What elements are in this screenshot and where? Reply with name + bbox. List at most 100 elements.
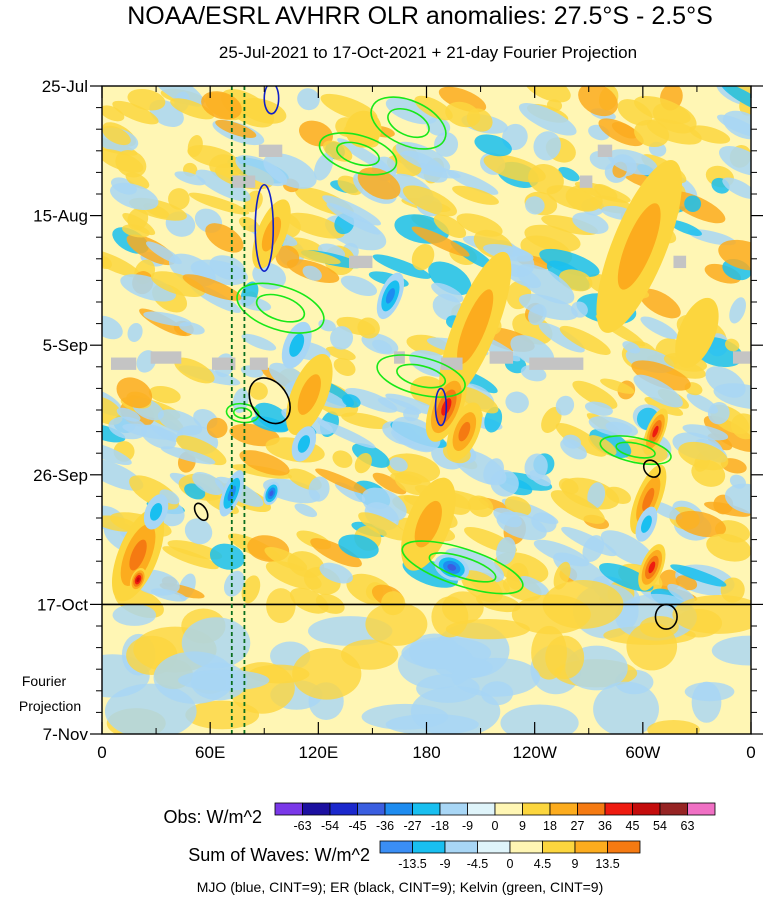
projection-streak [266, 588, 296, 624]
anomaly-streak [174, 357, 215, 384]
anomaly-streak [332, 450, 353, 468]
anomaly-streak [438, 86, 487, 113]
anomaly-streak [705, 366, 746, 398]
projection-streak [385, 714, 479, 734]
anomaly-streak [168, 188, 190, 210]
anomaly-patch [129, 539, 147, 571]
projection-streak [626, 622, 678, 671]
colorbar-swatch [384, 802, 413, 816]
anomaly-streak [704, 501, 751, 517]
chart-title: NOAA/ESRL AVHRR OLR anomalies: 27.5°S - … [127, 2, 713, 30]
colorbar-tick-label: 18 [543, 819, 557, 833]
anomaly-streak [605, 421, 633, 435]
anomaly-streak [325, 346, 356, 361]
x-tick-label: 120W [512, 743, 556, 762]
colorbar-swatch [659, 802, 688, 816]
y-tick-label: 5-Sep [43, 336, 88, 355]
anomaly-streak [607, 149, 658, 176]
missing-data-box [211, 357, 236, 370]
anomaly-streak [598, 118, 644, 147]
anomaly-streak [176, 435, 227, 466]
anomaly-patch [136, 577, 140, 583]
anomaly-patch [297, 435, 311, 453]
colorbar-tick-label: -54 [321, 819, 339, 833]
anomaly-streak [539, 248, 600, 277]
colorbar-swatch [439, 802, 468, 816]
anomaly-streak [102, 255, 112, 270]
anomaly-streak [297, 88, 320, 111]
projection-streak [112, 604, 157, 626]
y-tick-label: 15-Aug [33, 207, 88, 226]
anomaly-streak [434, 132, 459, 157]
anomaly-streak [110, 182, 159, 211]
colorbar-swatch [477, 840, 511, 854]
anomaly-streak [372, 339, 393, 354]
colorbar-swatch [412, 802, 441, 816]
anomaly-patch [641, 515, 652, 533]
anomaly-streak [474, 134, 512, 157]
colorbar-tick-label: -36 [376, 819, 394, 833]
anomaly-streak [195, 169, 251, 202]
anomaly-streak [431, 282, 464, 303]
anomaly-streak [352, 443, 390, 468]
anomaly-streak [528, 164, 564, 195]
colorbar-swatch [412, 840, 446, 854]
anomaly-streak [600, 530, 655, 567]
anomaly-streak [170, 98, 215, 120]
anomaly-patch [457, 289, 494, 365]
anomaly-streak [160, 446, 216, 465]
anomaly-streak [116, 377, 153, 409]
obs-colorbar: -63 -54 -45 -36 -27 -18 -9 0 9 18 27 36 45 54 63 [274, 802, 716, 833]
colorbar-tick-label: -18 [431, 819, 449, 833]
anomaly-streak [587, 482, 606, 509]
kelvin-contour [236, 282, 325, 334]
kelvin-contour [376, 354, 466, 398]
plot-area [102, 86, 751, 734]
anomaly-streak [411, 243, 435, 271]
mjo-contour [434, 387, 448, 427]
anomaly-streak [201, 91, 242, 120]
anomaly-streak [466, 108, 493, 132]
anomaly-streak [338, 534, 379, 559]
anomaly-streak [519, 575, 550, 596]
anomaly-streak [678, 441, 729, 471]
anomaly-streak [116, 407, 141, 422]
anomaly-streak [264, 546, 308, 571]
anomaly-streak [299, 120, 333, 147]
anomaly-streak [562, 434, 582, 449]
kelvin-contour [615, 441, 656, 459]
missing-data-box [732, 351, 751, 364]
anomaly-streak [524, 453, 548, 481]
anomaly-streak [633, 374, 683, 408]
colorbar-swatch [577, 802, 606, 816]
projection-streak [292, 648, 362, 700]
anomaly-streak [340, 275, 378, 297]
anomaly-streak [533, 539, 590, 567]
projection-label-line2: Projection [19, 698, 81, 714]
missing-data-box [258, 144, 283, 157]
colorbar-swatch [549, 802, 578, 816]
anomaly-streak [667, 583, 695, 604]
anomaly-streak [525, 196, 545, 215]
anomaly-streak [122, 224, 150, 238]
colorbar-swatch [687, 802, 716, 816]
colorbar-tick-label: -9 [462, 819, 473, 833]
anomaly-streak [239, 450, 290, 476]
anomaly-streak [354, 453, 372, 474]
anomaly-streak [447, 169, 499, 195]
projection-streak [711, 635, 751, 666]
anomaly-streak [484, 406, 503, 433]
anomaly-streak [600, 378, 635, 394]
colorbar-tick-label: 4.5 [534, 857, 551, 871]
kelvin-contour [387, 107, 430, 139]
anomaly-streak [411, 226, 470, 257]
anomaly-streak [572, 380, 618, 409]
x-tick-label: 180 [412, 743, 440, 762]
anomaly-streak [505, 391, 529, 414]
anomaly-streak [555, 423, 607, 457]
anomaly-streak [372, 472, 407, 495]
kelvin-contour [318, 132, 398, 176]
anomaly-streak [330, 326, 354, 350]
projection-streak [684, 682, 735, 702]
anomaly-streak [633, 96, 691, 125]
